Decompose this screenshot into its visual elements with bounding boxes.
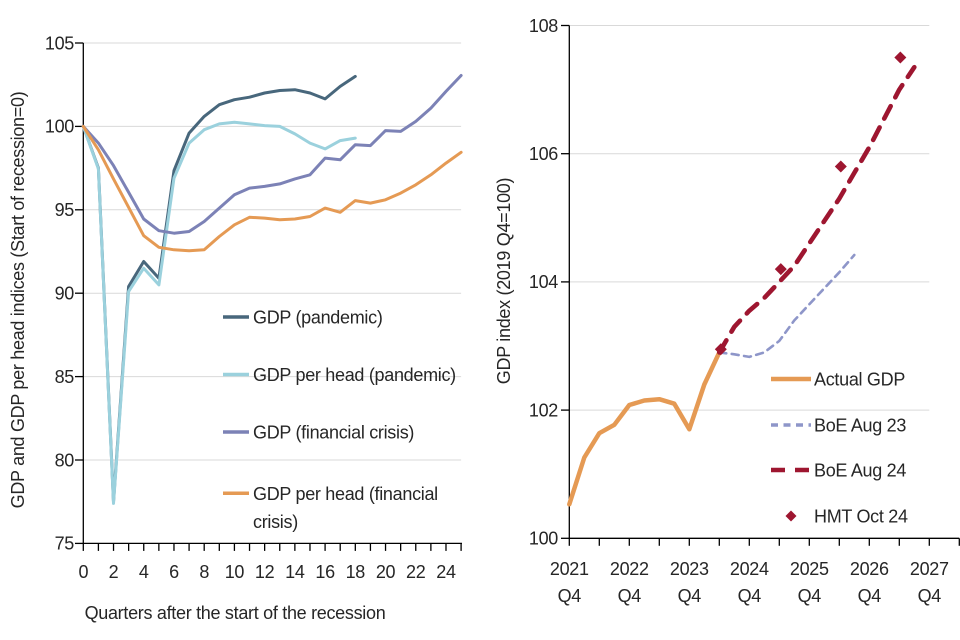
x-tick-label: 2 bbox=[109, 562, 119, 582]
legend-label: GDP per head (financial bbox=[253, 484, 438, 504]
y-tick-label: 75 bbox=[55, 534, 75, 554]
y-tick-label: 102 bbox=[529, 400, 558, 420]
data-point-diamond bbox=[834, 160, 847, 173]
x-tick-label: 2025 bbox=[790, 559, 829, 579]
series-line-1 bbox=[718, 253, 856, 359]
x-tick-label: 0 bbox=[78, 562, 88, 582]
y-tick-label: 85 bbox=[55, 367, 75, 387]
x-tick-label: 12 bbox=[255, 562, 275, 582]
y-tick-label: 90 bbox=[55, 284, 75, 304]
y-tick-label: 108 bbox=[529, 16, 558, 36]
legend-label: HMT Oct 24 bbox=[814, 507, 908, 527]
y-tick-label: 100 bbox=[529, 529, 558, 549]
data-point-diamond bbox=[714, 343, 727, 356]
legend-label: BoE Aug 23 bbox=[814, 416, 906, 436]
x-tick-label: Q4 bbox=[918, 586, 942, 606]
legend-label: GDP (pandemic) bbox=[253, 308, 383, 328]
y-tick-label: 105 bbox=[45, 33, 74, 53]
x-tick-label: Q4 bbox=[678, 586, 702, 606]
x-tick-label: 2024 bbox=[730, 559, 769, 579]
y-tick-label: 95 bbox=[55, 200, 75, 220]
x-tick-label: 2021 bbox=[550, 559, 589, 579]
series-line-2 bbox=[81, 74, 463, 235]
legend-label: crisis) bbox=[253, 512, 298, 532]
x-tick-label: Q4 bbox=[738, 586, 762, 606]
series-line-0 bbox=[567, 350, 722, 507]
legend-label: GDP (financial crisis) bbox=[253, 423, 414, 443]
x-tick-label: 10 bbox=[225, 562, 245, 582]
legend-label: Actual GDP bbox=[814, 370, 905, 390]
legend-label: GDP per head (pandemic) bbox=[253, 365, 456, 385]
series-line-3 bbox=[81, 124, 463, 253]
x-tick-label: 18 bbox=[346, 562, 366, 582]
y-tick-label: 104 bbox=[529, 272, 558, 292]
data-point-diamond bbox=[774, 263, 787, 276]
y-tick-label: 100 bbox=[45, 117, 74, 137]
x-tick-label: Q4 bbox=[798, 586, 822, 606]
series-line-1 bbox=[81, 120, 357, 505]
data-point-diamond bbox=[894, 51, 907, 64]
x-tick-label: Q4 bbox=[858, 586, 882, 606]
x-tick-label: 4 bbox=[139, 562, 149, 582]
x-tick-label: 2023 bbox=[670, 559, 709, 579]
x-tick-label: 2027 bbox=[910, 559, 949, 579]
x-tick-label: 16 bbox=[315, 562, 335, 582]
x-tick-label: Q4 bbox=[618, 586, 642, 606]
y-tick-label: 106 bbox=[529, 144, 558, 164]
x-tick-label: 2022 bbox=[610, 559, 649, 579]
legend-label: BoE Aug 24 bbox=[814, 461, 906, 481]
x-tick-label: 24 bbox=[436, 562, 456, 582]
right-chart: 100 102 104 106 108 2021 Q4 2022 Q4 2023 Q4 2024 Q4 2… bbox=[529, 16, 960, 606]
x-tick-label: 6 bbox=[169, 562, 179, 582]
x-tick-label: 14 bbox=[285, 562, 305, 582]
left-y-axis-title: GDP and GDP per head indices (Start of r… bbox=[8, 92, 28, 509]
series-line-2 bbox=[717, 64, 917, 355]
x-tick-label: 20 bbox=[376, 562, 396, 582]
legend-swatch-diamond bbox=[785, 510, 797, 522]
right-y-axis-title: GDP index (2019 Q4=100) bbox=[494, 178, 514, 384]
left-x-axis-title: Quarters after the start of the recessio… bbox=[85, 603, 386, 623]
x-tick-label: 2026 bbox=[850, 559, 889, 579]
x-tick-label: 22 bbox=[406, 562, 426, 582]
series-line-0 bbox=[81, 74, 357, 504]
x-tick-label: Q4 bbox=[558, 586, 582, 606]
x-tick-label: 8 bbox=[199, 562, 209, 582]
y-tick-label: 80 bbox=[55, 450, 75, 470]
